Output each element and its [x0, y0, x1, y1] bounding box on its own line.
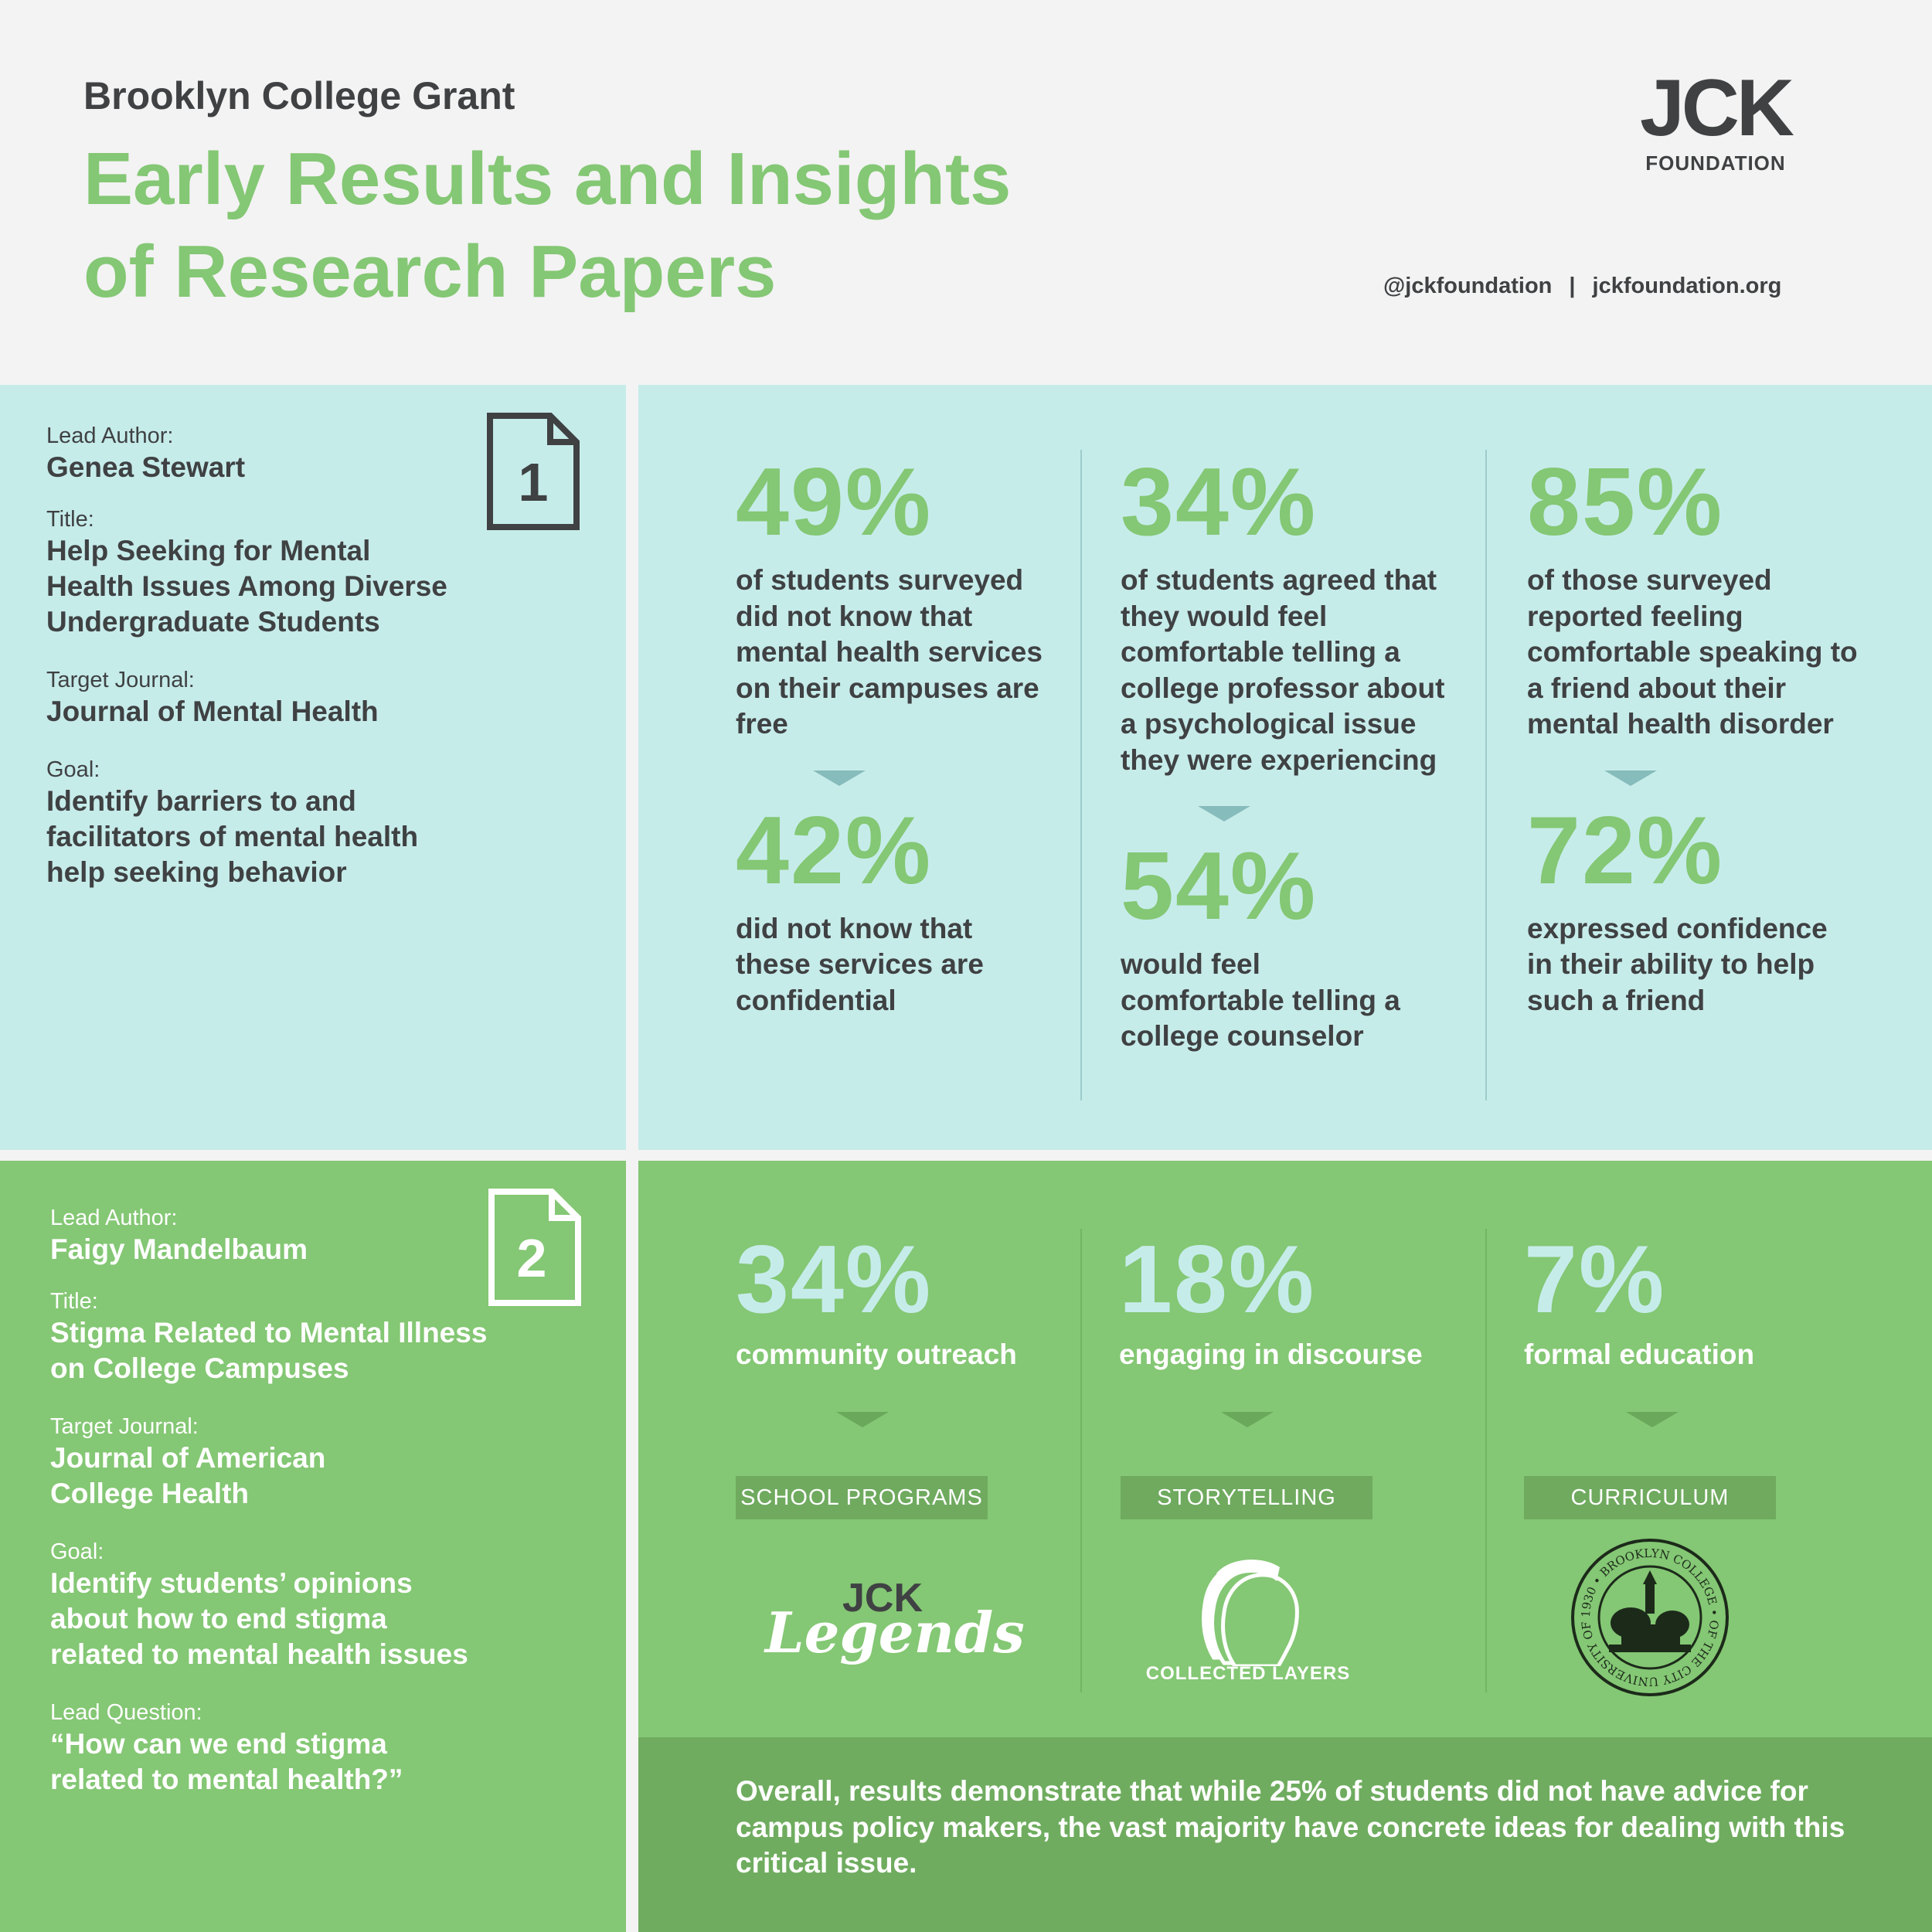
stat-description: of students surveyed did not know that m…	[736, 564, 1043, 740]
contact-separator: |	[1569, 274, 1576, 298]
paper2-stat-column-3: 7% formal education	[1524, 1232, 1864, 1427]
column-divider	[1485, 1229, 1487, 1692]
paper2-info-panel: Lead Author: Faigy Mandelbaum Title: Sti…	[0, 1161, 626, 1932]
paper2-lead-author-label: Lead Author:	[50, 1206, 178, 1230]
paper2-stat-column-2: 18% engaging in discourse	[1119, 1232, 1459, 1427]
college-seal-icon: 1930 • BROOKLYN COLLEGE • OF THE CITY UN…	[1570, 1538, 1729, 1696]
paper1-lead-author: Genea Stewart	[46, 451, 246, 483]
document-2-number: 2	[517, 1228, 547, 1288]
paper1-journal-label: Target Journal:	[46, 668, 195, 692]
paper2-journal-label: Target Journal:	[50, 1414, 199, 1439]
paper2-title-label: Title:	[50, 1289, 98, 1314]
stat-description: would feel comfortable telling a college…	[1121, 948, 1400, 1052]
paper1-goal-label: Goal:	[46, 757, 100, 782]
stat-value: 54%	[1121, 833, 1318, 940]
tag-school-programs: SCHOOL PROGRAMS	[736, 1476, 988, 1519]
column-divider	[1080, 450, 1082, 1100]
paper1-stat-column-2: 34% of students agreed that they would f…	[1121, 454, 1461, 1055]
arrow-down-icon	[813, 770, 866, 786]
arrow-down-icon	[1198, 806, 1250, 821]
stat-value: 7%	[1524, 1226, 1666, 1333]
paper1-title-label: Title:	[46, 507, 94, 532]
stat-value: 85%	[1527, 449, 1724, 556]
jck-legends-logo: JCK Legends	[765, 1569, 1025, 1665]
header-kicker: Brooklyn College Grant	[83, 74, 515, 117]
jck-foundation-logo: JCK FOUNDATION	[1631, 63, 1801, 175]
document-2-icon: 2	[488, 1189, 581, 1306]
paper1-info: Lead Author: Genea Stewart Title: Help S…	[46, 422, 526, 890]
stat-description: did not know that these services are con…	[736, 912, 984, 1016]
arrow-down-icon	[1221, 1411, 1274, 1427]
social-handle[interactable]: @jckfoundation	[1383, 274, 1553, 298]
page-title: Early Results and Insights of Research P…	[83, 133, 1165, 318]
paper2-title: Stigma Related to Mental Illness on Coll…	[50, 1317, 488, 1384]
paper1-info-panel: Lead Author: Genea Stewart Title: Help S…	[0, 385, 626, 1150]
logo-mark: JCK	[1639, 63, 1794, 153]
paper1-stat-column-3: 85% of those surveyed reported feeling c…	[1527, 454, 1867, 1019]
paper1-title: Help Seeking for Mental Health Issues Am…	[46, 535, 447, 638]
page-title-line-2: of Research Papers	[83, 230, 777, 313]
contact-line: @jckfoundation | jckfoundation.org	[1383, 274, 1781, 299]
arrow-down-icon	[1626, 1411, 1679, 1427]
paper1-stat-column-1: 49% of students surveyed did not know th…	[736, 454, 1076, 1019]
paper2-goal: Identify students’ opinions about how to…	[50, 1567, 468, 1670]
document-1-number: 1	[519, 452, 549, 512]
legends-logo-jck: JCK	[842, 1576, 923, 1621]
paper2-journal: Journal of American College Health	[50, 1442, 326, 1509]
stat-description: engaging in discourse	[1119, 1338, 1423, 1370]
website-link[interactable]: jckfoundation.org	[1592, 274, 1782, 298]
paper2-goal-label: Goal:	[50, 1539, 104, 1564]
column-divider	[1485, 450, 1487, 1100]
stat-value: 34%	[1121, 449, 1318, 556]
paper1-journal: Journal of Mental Health	[46, 696, 379, 727]
paper1-lead-author-label: Lead Author:	[46, 423, 174, 448]
stat-description: formal education	[1524, 1338, 1755, 1370]
stat-value: 72%	[1527, 797, 1724, 904]
paper1-goal: Identify barriers to and facilitators of…	[46, 785, 419, 888]
stat-description: of those surveyed reported feeling comfo…	[1527, 564, 1858, 740]
silhouette-heads-icon	[1202, 1560, 1299, 1666]
stat-value: 42%	[736, 797, 933, 904]
arrow-down-icon	[836, 1411, 889, 1427]
stat-description: of students agreed that they would feel …	[1121, 564, 1445, 776]
stat-value: 49%	[736, 449, 933, 556]
arrow-down-icon	[1604, 770, 1657, 786]
conclusion-band	[638, 1737, 1932, 1932]
paper2-info: Lead Author: Faigy Mandelbaum Title: Sti…	[50, 1204, 529, 1798]
collected-layers-name: COLLECTED LAYERS	[1145, 1663, 1351, 1684]
paper2-stat-column-1: 34% community outreach	[736, 1232, 1076, 1427]
tag-curriculum: CURRICULUM	[1524, 1476, 1776, 1519]
paper1-stats-panel: 49% of students surveyed did not know th…	[638, 385, 1932, 1150]
stat-value: 18%	[1119, 1226, 1316, 1333]
stat-description: expressed confidence in their ability to…	[1527, 912, 1828, 1016]
paper2-lead-question: “How can we end stigma related to mental…	[50, 1728, 403, 1795]
conclusion-text: Overall, results demonstrate that while …	[736, 1775, 1845, 1879]
page-title-line-1: Early Results and Insights	[83, 138, 1012, 220]
paper2-lead-author: Faigy Mandelbaum	[50, 1233, 308, 1265]
document-1-icon: 1	[487, 413, 580, 530]
tag-storytelling: STORYTELLING	[1121, 1476, 1372, 1519]
logo-subtitle: FOUNDATION	[1645, 151, 1786, 175]
paper2-question-label: Lead Question:	[50, 1700, 202, 1725]
stat-value: 34%	[736, 1226, 933, 1333]
column-divider	[1080, 1229, 1082, 1692]
stat-description: community outreach	[736, 1338, 1017, 1370]
legends-logo-script: Legends	[765, 1600, 1025, 1665]
